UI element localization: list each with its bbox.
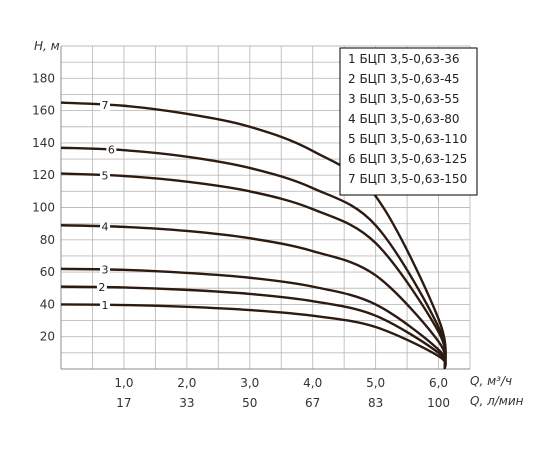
curve-4 (60, 224, 447, 370)
tick-labels: 204060801001201401601801,0172,0333,0504,… (32, 71, 450, 410)
legend-item-2: 2 БЦП 3,5-0,63-45 (348, 72, 460, 86)
legend-item-6: 6 БЦП 3,5-0,63-125 (348, 152, 467, 166)
legend-item-4: 4 БЦП 3,5-0,63-80 (348, 112, 460, 126)
curve-label-background (106, 143, 117, 156)
x-tick-label: 1,0 (114, 376, 133, 390)
x-tick-label-secondary: 17 (116, 396, 131, 410)
y-tick-label: 40 (40, 297, 55, 311)
curve-2 (60, 285, 447, 370)
x-tick-label-secondary: 67 (305, 396, 320, 410)
x-tick-label-secondary: 83 (368, 396, 383, 410)
y-tick-label: 80 (40, 233, 55, 247)
legend: 1 БЦП 3,5-0,63-36 2 БЦП 3,5-0,63-45 3 БЦ… (339, 47, 478, 196)
legend-item-5: 5 БЦП 3,5-0,63-110 (348, 132, 467, 146)
x-tick-label: 5,0 (366, 376, 385, 390)
x-tick-label: 4,0 (303, 376, 322, 390)
y-tick-label: 100 (32, 201, 55, 215)
legend-item-1: 1 БЦП 3,5-0,63-36 (348, 52, 460, 66)
legend-item-3: 3 БЦП 3,5-0,63-55 (348, 92, 460, 106)
curve-label-5: 5 (102, 169, 109, 182)
curve-6 (60, 146, 447, 370)
y-tick-label: 160 (32, 104, 55, 118)
curve-3 (60, 267, 447, 370)
curve-label-background (96, 281, 107, 294)
curve-label-4: 4 (102, 220, 109, 233)
curve-label-2: 2 (98, 281, 105, 294)
y-tick-label: 140 (32, 136, 55, 150)
curve-5 (60, 172, 447, 370)
y-axis-label: H, м (34, 39, 60, 53)
curve-label-3: 3 (102, 264, 109, 277)
y-tick-label: 60 (40, 265, 55, 279)
curve-label-background (100, 98, 111, 111)
curve-1 (60, 303, 447, 370)
y-tick-label: 180 (32, 71, 55, 85)
y-tick-label: 120 (32, 168, 55, 182)
curve-label-background (100, 263, 111, 276)
curve-label-7: 7 (102, 99, 109, 112)
x-tick-label: 3,0 (240, 376, 259, 390)
x-tick-label: 2,0 (177, 376, 196, 390)
legend-item-7: 7 БЦП 3,5-0,63-150 (348, 172, 467, 186)
x-axis-label: Q, м³/ч (470, 374, 512, 388)
curve-7 (60, 101, 447, 370)
curve-label-background (100, 298, 111, 311)
curve-label-background (100, 220, 111, 233)
y-tick-label: 20 (40, 330, 55, 344)
legend-box (339, 47, 478, 196)
curve-label-6: 6 (108, 144, 115, 157)
curve-label-background (100, 169, 111, 182)
axes (60, 46, 470, 370)
x-tick-label-secondary: 33 (179, 396, 194, 410)
curves (60, 101, 447, 370)
curve-label-1: 1 (102, 299, 109, 312)
x-tick-label-secondary: 100 (427, 396, 450, 410)
x-tick-label-secondary: 50 (242, 396, 257, 410)
x-axis-label-secondary: Q, л/мин (470, 394, 524, 408)
x-tick-label: 6,0 (429, 376, 448, 390)
curve-labels: 1 2 3 4 5 6 7 (96, 98, 117, 312)
